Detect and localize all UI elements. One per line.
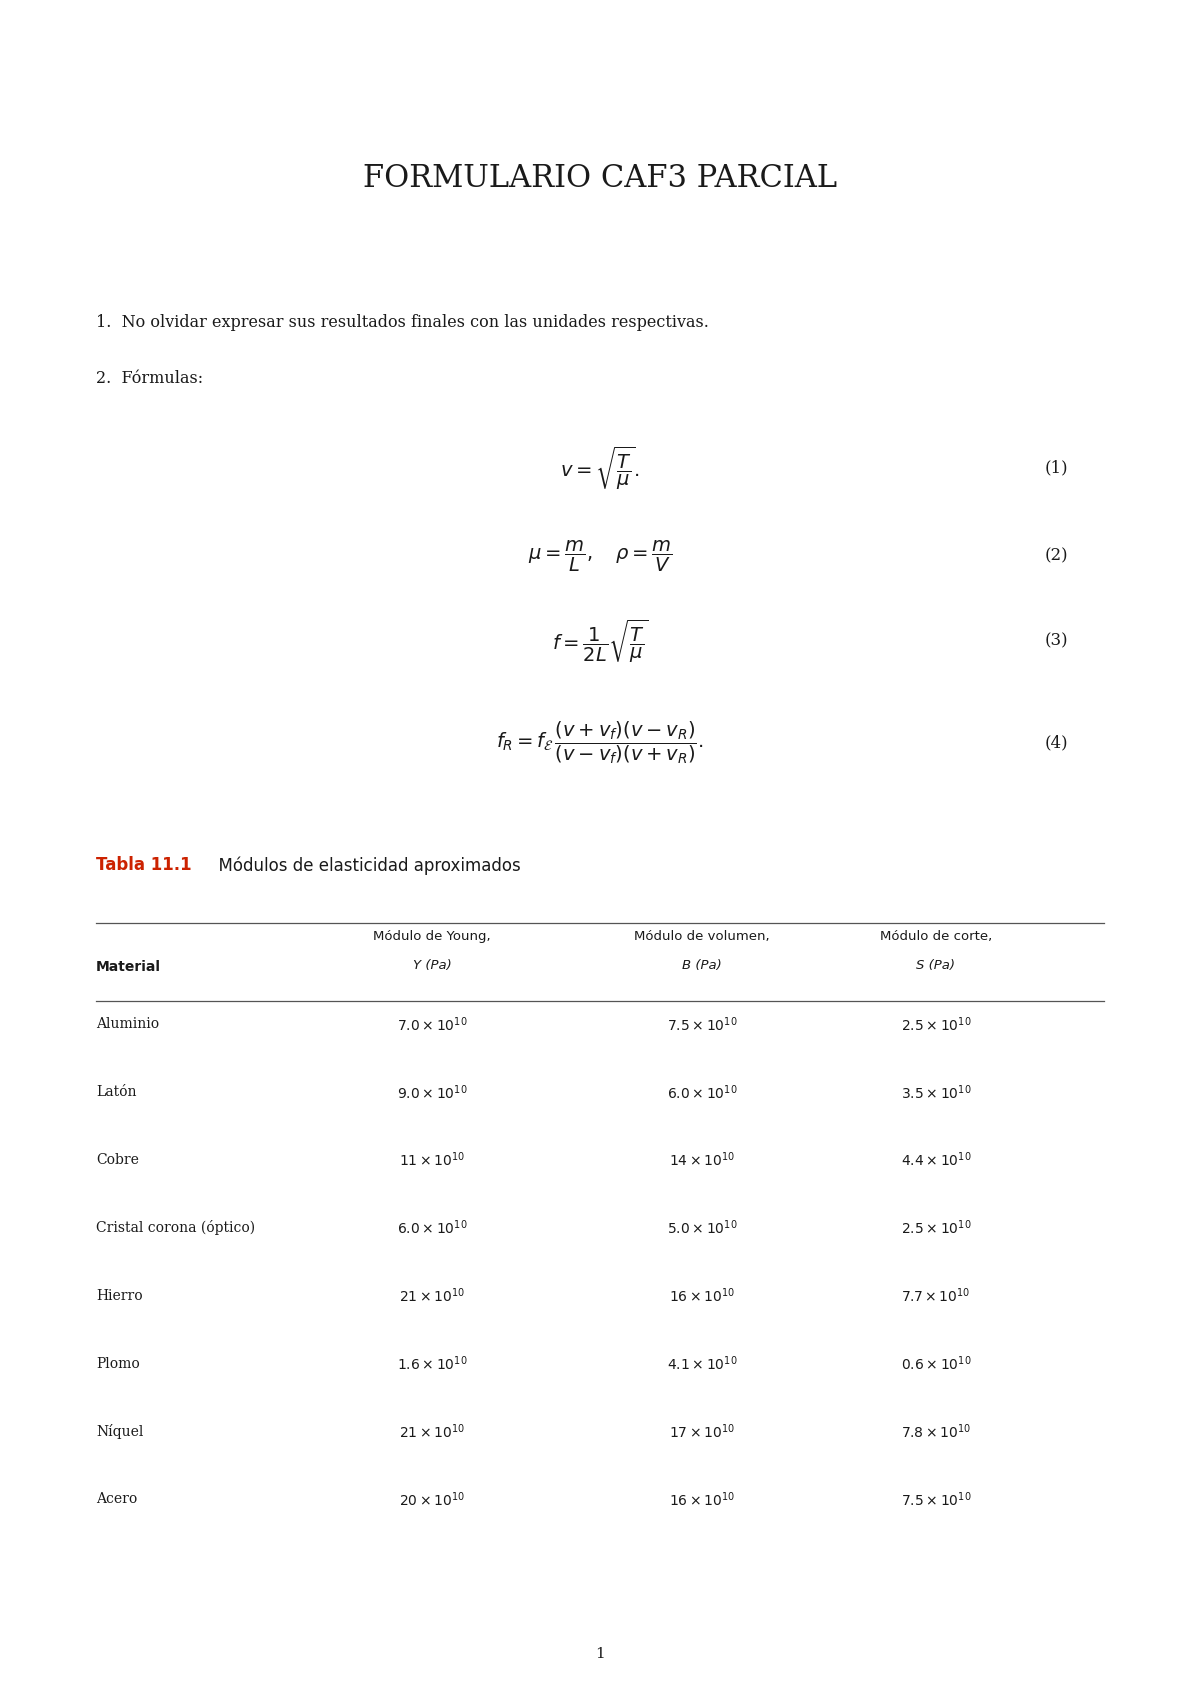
- Text: Material: Material: [96, 960, 161, 974]
- Text: $7.8 \times 10^{10}$: $7.8 \times 10^{10}$: [901, 1423, 971, 1440]
- Text: $v = \sqrt{\dfrac{T}{\mu}}.$: $v = \sqrt{\dfrac{T}{\mu}}.$: [560, 444, 640, 492]
- Text: $7.0 \times 10^{10}$: $7.0 \times 10^{10}$: [397, 1016, 467, 1033]
- Text: (1): (1): [1044, 460, 1068, 477]
- Text: Módulo de Young,: Módulo de Young,: [373, 929, 491, 943]
- Text: $4.4 \times 10^{10}$: $4.4 \times 10^{10}$: [901, 1152, 971, 1169]
- Text: $7.5 \times 10^{10}$: $7.5 \times 10^{10}$: [901, 1491, 971, 1508]
- Text: 2.  Fórmulas:: 2. Fórmulas:: [96, 370, 203, 387]
- Text: $\mu = \dfrac{m}{L}, \quad \rho = \dfrac{m}{V}$: $\mu = \dfrac{m}{L}, \quad \rho = \dfrac…: [528, 539, 672, 573]
- Text: Y (Pa): Y (Pa): [413, 958, 451, 972]
- Text: FORMULARIO CAF3 PARCIAL: FORMULARIO CAF3 PARCIAL: [362, 163, 838, 193]
- Text: $7.7 \times 10^{10}$: $7.7 \times 10^{10}$: [901, 1287, 971, 1304]
- Text: 1.  No olvidar expresar sus resultados finales con las unidades respectivas.: 1. No olvidar expresar sus resultados fi…: [96, 314, 709, 331]
- Text: $4.1 \times 10^{10}$: $4.1 \times 10^{10}$: [667, 1355, 737, 1372]
- Text: $6.0 \times 10^{10}$: $6.0 \times 10^{10}$: [667, 1084, 737, 1101]
- Text: S (Pa): S (Pa): [917, 958, 955, 972]
- Text: Cristal corona (óptico): Cristal corona (óptico): [96, 1221, 256, 1235]
- Text: (2): (2): [1044, 548, 1068, 565]
- Text: B (Pa): B (Pa): [682, 958, 722, 972]
- Text: $16 \times 10^{10}$: $16 \times 10^{10}$: [668, 1491, 736, 1508]
- Text: Módulos de elasticidad aproximados: Módulos de elasticidad aproximados: [208, 856, 521, 875]
- Text: 1: 1: [595, 1647, 605, 1660]
- Text: Aluminio: Aluminio: [96, 1018, 160, 1031]
- Text: Módulo de volumen,: Módulo de volumen,: [634, 929, 770, 943]
- Text: $2.5 \times 10^{10}$: $2.5 \times 10^{10}$: [901, 1016, 971, 1033]
- Text: (3): (3): [1044, 633, 1068, 650]
- Text: $9.0 \times 10^{10}$: $9.0 \times 10^{10}$: [397, 1084, 467, 1101]
- Text: $f_R = f_{\mathcal{E}}\,\dfrac{\left(v + v_f\right)\left(v - v_R\right)}{\left(v: $f_R = f_{\mathcal{E}}\,\dfrac{\left(v +…: [497, 719, 703, 767]
- Text: $21 \times 10^{10}$: $21 \times 10^{10}$: [398, 1287, 466, 1304]
- Text: $f = \dfrac{1}{2L}\sqrt{\dfrac{T}{\mu}}$: $f = \dfrac{1}{2L}\sqrt{\dfrac{T}{\mu}}$: [552, 617, 648, 665]
- Text: $7.5 \times 10^{10}$: $7.5 \times 10^{10}$: [667, 1016, 737, 1033]
- Text: (4): (4): [1044, 734, 1068, 751]
- Text: Hierro: Hierro: [96, 1289, 143, 1303]
- Text: $20 \times 10^{10}$: $20 \times 10^{10}$: [398, 1491, 466, 1508]
- Text: Acero: Acero: [96, 1492, 137, 1506]
- Text: $6.0 \times 10^{10}$: $6.0 \times 10^{10}$: [397, 1219, 467, 1236]
- Text: $2.5 \times 10^{10}$: $2.5 \times 10^{10}$: [901, 1219, 971, 1236]
- Text: $17 \times 10^{10}$: $17 \times 10^{10}$: [668, 1423, 736, 1440]
- Text: $3.5 \times 10^{10}$: $3.5 \times 10^{10}$: [901, 1084, 971, 1101]
- Text: Tabla 11.1: Tabla 11.1: [96, 856, 192, 875]
- Text: $1.6 \times 10^{10}$: $1.6 \times 10^{10}$: [397, 1355, 467, 1372]
- Text: Módulo de corte,: Módulo de corte,: [880, 929, 992, 943]
- Text: Plomo: Plomo: [96, 1357, 139, 1370]
- Text: $16 \times 10^{10}$: $16 \times 10^{10}$: [668, 1287, 736, 1304]
- Text: $21 \times 10^{10}$: $21 \times 10^{10}$: [398, 1423, 466, 1440]
- Text: Cobre: Cobre: [96, 1153, 139, 1167]
- Text: $11 \times 10^{10}$: $11 \times 10^{10}$: [398, 1152, 466, 1169]
- Text: Latón: Latón: [96, 1085, 137, 1099]
- Text: $5.0 \times 10^{10}$: $5.0 \times 10^{10}$: [667, 1219, 737, 1236]
- Text: Níquel: Níquel: [96, 1425, 143, 1438]
- Text: $14 \times 10^{10}$: $14 \times 10^{10}$: [668, 1152, 736, 1169]
- Text: $0.6 \times 10^{10}$: $0.6 \times 10^{10}$: [901, 1355, 971, 1372]
